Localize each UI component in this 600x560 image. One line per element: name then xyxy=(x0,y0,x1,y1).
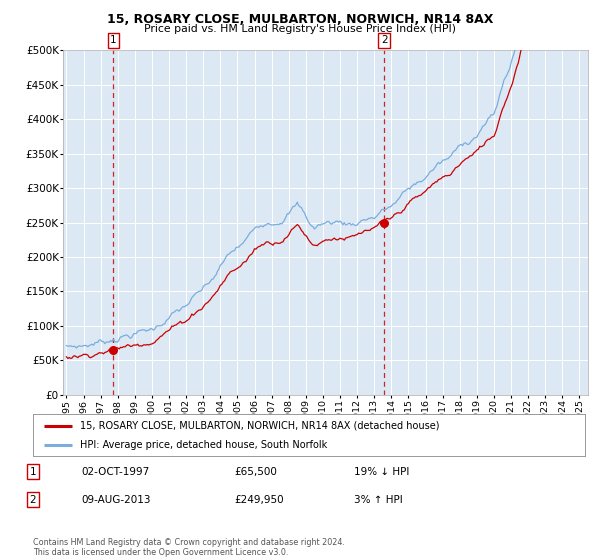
Text: Price paid vs. HM Land Registry's House Price Index (HPI): Price paid vs. HM Land Registry's House … xyxy=(144,24,456,34)
Text: 2: 2 xyxy=(381,35,388,45)
Text: £249,950: £249,950 xyxy=(234,494,284,505)
Text: 1: 1 xyxy=(110,35,117,45)
Text: 15, ROSARY CLOSE, MULBARTON, NORWICH, NR14 8AX (detached house): 15, ROSARY CLOSE, MULBARTON, NORWICH, NR… xyxy=(80,421,439,431)
Text: 19% ↓ HPI: 19% ↓ HPI xyxy=(354,466,409,477)
Text: 3% ↑ HPI: 3% ↑ HPI xyxy=(354,494,403,505)
Text: Contains HM Land Registry data © Crown copyright and database right 2024.
This d: Contains HM Land Registry data © Crown c… xyxy=(33,538,345,557)
Text: £65,500: £65,500 xyxy=(234,466,277,477)
Text: 09-AUG-2013: 09-AUG-2013 xyxy=(81,494,151,505)
Text: HPI: Average price, detached house, South Norfolk: HPI: Average price, detached house, Sout… xyxy=(80,440,327,450)
Text: 1: 1 xyxy=(29,466,37,477)
Text: 15, ROSARY CLOSE, MULBARTON, NORWICH, NR14 8AX: 15, ROSARY CLOSE, MULBARTON, NORWICH, NR… xyxy=(107,13,493,26)
Text: 02-OCT-1997: 02-OCT-1997 xyxy=(81,466,149,477)
Text: 2: 2 xyxy=(29,494,37,505)
